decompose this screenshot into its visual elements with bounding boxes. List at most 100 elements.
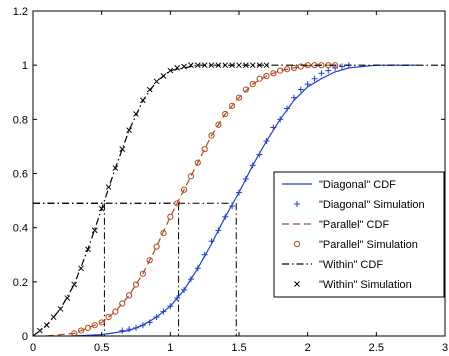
data-point-5-25-b — [208, 62, 215, 69]
data-point-5-33 — [263, 62, 270, 69]
data-point-5-27-b — [222, 62, 229, 69]
data-point-1-18 — [242, 175, 249, 182]
data-point-3-28 — [263, 72, 270, 80]
legend-label-3: "Parallel" Simulation — [319, 239, 418, 251]
data-point-5-22-b — [188, 62, 194, 69]
data-point-3-18 — [194, 159, 201, 166]
data-point-1-29 — [318, 70, 325, 77]
data-point-3-22 — [222, 110, 229, 118]
data-point-5-10 — [105, 184, 112, 190]
data-point-3-16 — [180, 186, 188, 193]
data-point-1-13 — [208, 238, 215, 245]
y-tick-label-5: 1 — [22, 60, 28, 72]
data-point-3-33 — [297, 63, 304, 70]
data-point-5-7-b — [85, 246, 91, 253]
data-point-5-15-b — [140, 97, 146, 104]
data-point-1-15 — [222, 213, 229, 220]
data-point-3-24 — [235, 94, 243, 101]
data-point-5-31-b — [249, 62, 256, 69]
data-point-1-2 — [133, 324, 139, 331]
data-point-1-14 — [215, 227, 222, 234]
data-point-3-9 — [132, 281, 140, 288]
data-point-5-28 — [229, 62, 235, 69]
x-tick-label-3: 1.5 — [231, 342, 246, 354]
data-point-5-5-b — [71, 281, 78, 288]
data-point-3-12 — [153, 243, 160, 250]
data-point-3-4 — [98, 319, 105, 326]
data-point-5-4 — [64, 295, 71, 301]
y-tick-label-4: 0.8 — [13, 114, 28, 126]
data-point-5-33-b — [263, 62, 270, 69]
data-point-5-29 — [236, 62, 242, 69]
data-point-1-32 — [339, 63, 345, 70]
data-point-3-2 — [84, 324, 92, 331]
data-point-5-30 — [243, 62, 249, 69]
data-point-5-21-b — [181, 63, 187, 70]
data-point-5-2 — [50, 314, 57, 320]
data-point-5-20-b — [174, 65, 181, 71]
data-point-1-8 — [174, 295, 181, 302]
y-tick-label-3: 0.6 — [13, 169, 28, 181]
data-point-5-28-b — [229, 62, 235, 69]
data-point-3-20 — [208, 132, 215, 139]
data-point-1-22 — [270, 124, 277, 131]
data-point-1-24 — [284, 105, 291, 112]
data-point-5-14 — [133, 111, 139, 117]
data-point-5-31 — [249, 62, 256, 69]
data-point-3-10 — [139, 270, 146, 277]
series-line-2 — [46, 64, 336, 337]
data-point-1-27 — [304, 81, 311, 88]
data-point-5-16 — [146, 86, 153, 93]
data-point-3-1 — [77, 327, 85, 334]
legend: "Diagonal" CDF "Diagonal" Simulation "Para… — [273, 171, 445, 298]
series-markers-5 — [37, 62, 270, 334]
data-point-5-11 — [112, 165, 119, 171]
data-point-5-24-b — [201, 62, 208, 69]
y-tick-label-0: 0 — [22, 331, 28, 343]
x-tick-label-1: 0.5 — [94, 342, 109, 354]
data-point-5-10-b — [105, 184, 112, 190]
data-point-3-3 — [91, 322, 98, 329]
x-tick-label-4: 2 — [305, 342, 311, 354]
data-point-3-23 — [229, 102, 236, 109]
data-point-5-13-b — [126, 127, 132, 134]
data-point-1-9 — [181, 286, 188, 293]
data-point-1-0 — [119, 327, 126, 334]
data-point-5-12 — [119, 146, 126, 152]
data-point-5-15 — [140, 97, 146, 104]
data-point-5-32 — [256, 62, 263, 69]
data-point-1-26 — [297, 86, 304, 93]
data-point-5-18 — [160, 73, 167, 79]
data-point-1-7 — [167, 303, 174, 310]
data-point-5-17 — [153, 78, 160, 85]
data-point-3-17 — [187, 173, 195, 180]
data-point-5-13 — [126, 127, 132, 134]
data-point-3-19 — [201, 146, 208, 153]
data-point-1-17 — [236, 189, 242, 196]
data-point-1-11 — [194, 265, 201, 272]
data-point-3-13 — [160, 229, 167, 237]
data-point-5-0-b — [37, 327, 43, 334]
data-point-5-6 — [78, 265, 84, 272]
data-point-5-24 — [201, 62, 208, 69]
data-point-1-20 — [256, 151, 263, 158]
data-point-3-15 — [174, 200, 181, 207]
data-point-5-9 — [98, 205, 105, 212]
data-point-3-32 — [290, 64, 298, 71]
legend-marker-5-b — [294, 281, 300, 287]
y-tick-label-1: 0.2 — [13, 277, 28, 289]
data-point-1-30 — [325, 67, 332, 74]
data-point-5-2-b — [50, 314, 57, 320]
series-markers-1 — [119, 62, 352, 334]
data-point-3-30 — [277, 67, 284, 74]
legend-label-4: "Within" CDF — [319, 259, 383, 271]
data-point-5-11-b — [112, 165, 119, 171]
x-tick-label-0: 0 — [30, 342, 36, 354]
data-point-5-18-b — [160, 73, 167, 79]
data-point-1-23 — [277, 116, 284, 123]
data-point-5-4-b — [64, 295, 71, 301]
data-point-3-21 — [215, 121, 222, 128]
data-point-5-14-b — [133, 111, 139, 117]
data-point-5-23-b — [194, 62, 201, 69]
data-point-5-25 — [208, 62, 215, 69]
